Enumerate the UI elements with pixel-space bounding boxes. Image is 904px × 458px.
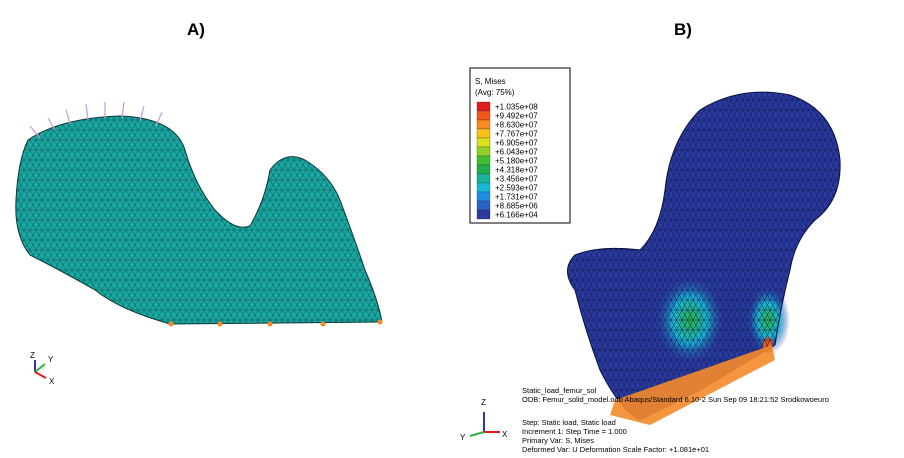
legend-label: +8.685e+06 <box>495 202 538 211</box>
legend-swatch <box>476 110 491 121</box>
legend-label: +6.166e+04 <box>495 211 538 220</box>
legend-label: +7.767e+07 <box>495 130 538 139</box>
legend-label: +1.731e+07 <box>495 193 538 202</box>
legend-label: +1.035e+08 <box>495 103 538 112</box>
panel-label: A) <box>187 20 205 39</box>
info-line: Step: Static load, Static load <box>522 418 616 427</box>
axis-triad: Z Y X <box>460 398 508 442</box>
legend-label: +6.043e+07 <box>495 148 538 157</box>
info-line: ODB: Femur_solid_model.odb Abaqus/Standa… <box>522 395 829 404</box>
axis-label: X <box>49 377 55 386</box>
femur-stress <box>567 91 841 425</box>
legend-label: +9.492e+07 <box>495 112 538 121</box>
legend-label: +3.456e+07 <box>495 175 538 184</box>
legend-swatch <box>476 164 491 175</box>
legend-swatch <box>476 191 491 202</box>
info-line: Deformed Var: U Deformation Scale Factor… <box>522 445 709 454</box>
axis-label: Y <box>48 355 54 364</box>
axis-label: Z <box>30 351 35 360</box>
legend-swatch <box>476 101 491 112</box>
legend-swatch <box>476 155 491 166</box>
info-line: Primary Var: S, Mises <box>522 436 594 445</box>
axis-label: Y <box>460 433 466 442</box>
legend-swatch <box>476 182 491 193</box>
info-line: Increment 1: Step Time = 1.000 <box>522 427 627 436</box>
panel-label: B) <box>674 20 692 39</box>
legend-swatch <box>476 173 491 184</box>
info-line: Static_load_femur_sol <box>522 386 597 395</box>
axis-triad: Z Y X <box>30 351 55 386</box>
axis-label: X <box>502 430 508 439</box>
legend-label: +2.593e+07 <box>495 184 538 193</box>
legend-swatch <box>476 200 491 211</box>
legend-swatch <box>476 137 491 148</box>
legend-label: +8.630e+07 <box>495 121 538 130</box>
color-legend: S, Mises (Avg: 75%) +1.035e+08+9.492e+07… <box>469 67 571 224</box>
legend-label: +4.318e+07 <box>495 166 538 175</box>
legend-swatch <box>476 119 491 130</box>
axis-label: Z <box>481 398 486 407</box>
legend-subtitle: (Avg: 75%) <box>475 88 515 97</box>
legend-label: +5.180e+07 <box>495 157 538 166</box>
legend-swatch <box>476 209 491 220</box>
legend-swatch <box>476 146 491 157</box>
legend-title: S, Mises <box>475 77 506 86</box>
legend-label: +6.905e+07 <box>495 139 538 148</box>
legend-swatch <box>476 128 491 139</box>
femur-mesh <box>15 101 383 327</box>
